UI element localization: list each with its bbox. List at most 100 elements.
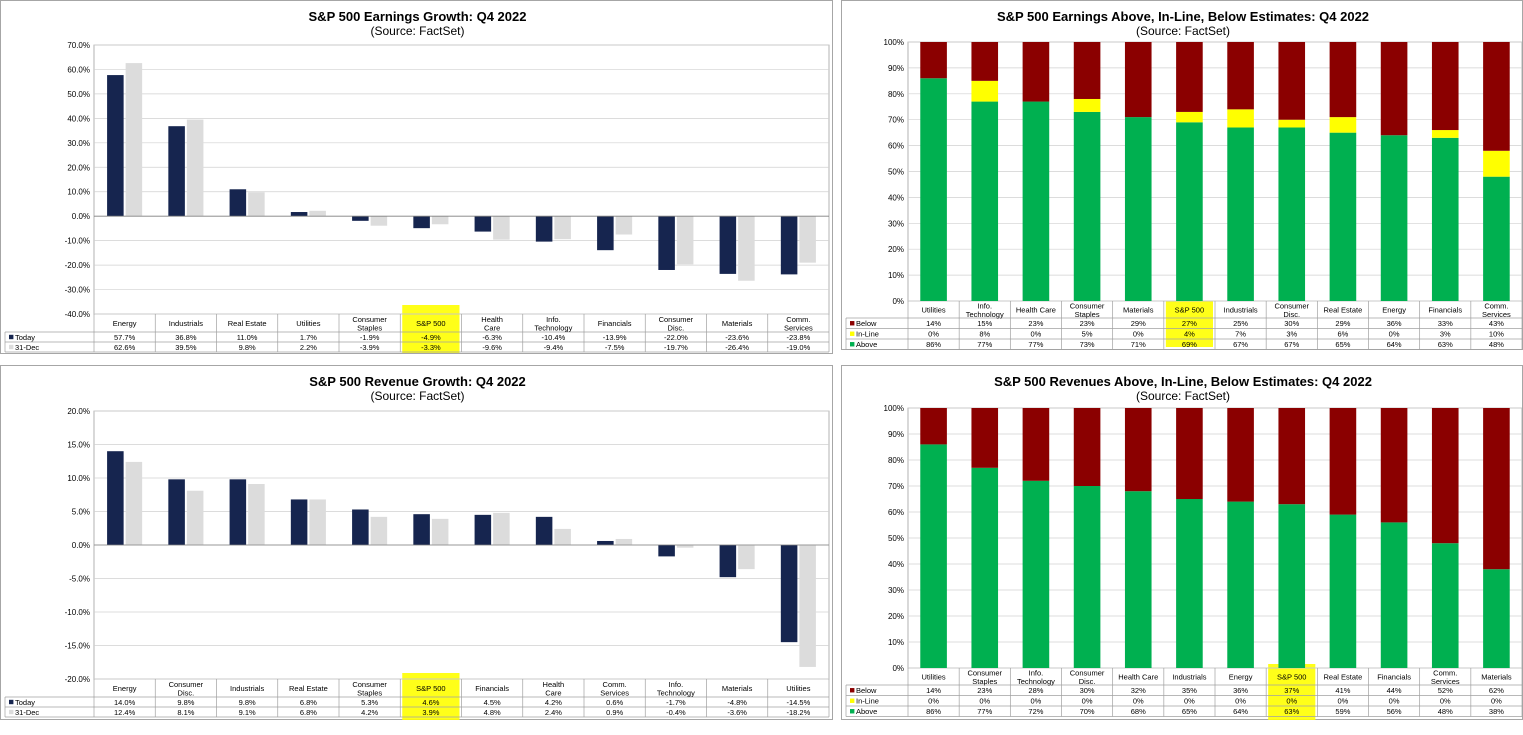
category-label: Financials bbox=[1428, 306, 1462, 315]
table-value: 3.9% bbox=[422, 708, 439, 717]
y-tick-label: 10% bbox=[888, 638, 904, 647]
legend-swatch bbox=[850, 698, 855, 703]
y-tick-label: 90% bbox=[888, 64, 904, 73]
table-value: 8% bbox=[979, 330, 990, 339]
category-label: Utilities bbox=[786, 684, 810, 693]
bar-above bbox=[1022, 480, 1050, 668]
bar-today bbox=[168, 479, 185, 545]
y-tick-label: 60.0% bbox=[67, 65, 90, 74]
category-label: Info. Technology bbox=[534, 315, 572, 333]
table-value: 70% bbox=[1080, 707, 1095, 716]
table-value: 73% bbox=[1080, 340, 1095, 349]
bar-below bbox=[1380, 408, 1408, 523]
bar-31-dec bbox=[615, 216, 633, 235]
table-value: 12.4% bbox=[114, 708, 136, 717]
table-value: -6.3% bbox=[482, 333, 502, 342]
bar-above bbox=[1431, 137, 1459, 301]
bar-today bbox=[107, 75, 124, 217]
category-label: Materials bbox=[722, 319, 753, 328]
y-tick-label: 5.0% bbox=[72, 508, 90, 517]
chart-title: S&P 500 Revenues Above, In-Line, Below E… bbox=[994, 374, 1372, 389]
bar-above bbox=[1073, 111, 1101, 302]
bar-below bbox=[1278, 408, 1306, 505]
bar-today bbox=[597, 216, 614, 251]
legend-swatch bbox=[850, 342, 855, 347]
chart-subtitle: (Source: FactSet) bbox=[1136, 24, 1230, 38]
category-label: Industrials bbox=[1223, 306, 1257, 315]
category-label: Consumer Disc. bbox=[1070, 668, 1105, 686]
y-tick-label: -5.0% bbox=[69, 575, 90, 584]
bar-31-dec bbox=[676, 216, 694, 265]
table-value: 9.8% bbox=[239, 698, 256, 707]
bar-today bbox=[535, 516, 553, 545]
table-value: 65% bbox=[1335, 340, 1350, 349]
table-value: 48% bbox=[1438, 707, 1453, 716]
table-value: 0% bbox=[1337, 697, 1348, 706]
table-value: 0% bbox=[1286, 697, 1297, 706]
table-value: -3.3% bbox=[421, 343, 441, 352]
y-tick-label: 70.0% bbox=[67, 41, 90, 50]
bar-above bbox=[1329, 514, 1357, 668]
bar-inline bbox=[1227, 109, 1254, 128]
bar-above bbox=[1073, 486, 1101, 668]
category-label: Consumer Staples bbox=[352, 680, 387, 698]
y-tick-label: 0.0% bbox=[72, 212, 90, 221]
bar-above bbox=[1329, 132, 1357, 301]
table-value: 0% bbox=[1440, 697, 1451, 706]
table-value: -18.2% bbox=[786, 708, 810, 717]
y-tick-label: 0% bbox=[892, 664, 904, 673]
table-value: 63% bbox=[1284, 707, 1299, 716]
bar-today bbox=[597, 540, 614, 545]
bar-31-dec bbox=[186, 119, 204, 217]
category-label: Consumer Disc. bbox=[169, 680, 204, 698]
bar-above bbox=[1483, 569, 1510, 668]
table-value: 67% bbox=[1233, 340, 1248, 349]
bar-31-dec bbox=[431, 518, 449, 545]
table-value: 0% bbox=[1235, 697, 1246, 706]
highlight-marker bbox=[402, 305, 460, 353]
category-label: Materials bbox=[1123, 306, 1154, 315]
y-tick-label: 50% bbox=[888, 168, 904, 177]
category-label: Info. Technology bbox=[657, 680, 695, 698]
table-value: 4.2% bbox=[361, 708, 378, 717]
bar-31-dec bbox=[186, 490, 204, 545]
y-tick-label: 30% bbox=[888, 586, 904, 595]
y-tick-label: 10% bbox=[888, 271, 904, 280]
bar-below bbox=[1329, 42, 1357, 118]
chart-subtitle: (Source: FactSet) bbox=[370, 24, 464, 38]
highlight-marker bbox=[402, 673, 460, 720]
bar-today bbox=[229, 479, 247, 545]
table-value: 0% bbox=[1133, 697, 1144, 706]
table-value: 29% bbox=[1131, 319, 1146, 328]
bar-today bbox=[352, 216, 369, 221]
table-value: 25% bbox=[1233, 319, 1248, 328]
plot-area bbox=[93, 44, 830, 315]
bar-31-dec bbox=[125, 461, 143, 545]
table-value: 15% bbox=[977, 319, 992, 328]
y-tick-label: 50.0% bbox=[67, 90, 90, 99]
bar-below bbox=[971, 408, 999, 468]
table-value: -4.9% bbox=[421, 333, 441, 342]
category-label: Industrials bbox=[230, 684, 264, 693]
category-label: S&P 500 bbox=[416, 319, 445, 328]
table-value: 71% bbox=[1131, 340, 1146, 349]
y-tick-label: 10.0% bbox=[67, 474, 90, 483]
bar-below bbox=[1483, 408, 1510, 570]
bar-today bbox=[413, 514, 430, 545]
bar-31-dec bbox=[554, 216, 571, 240]
table-value: 23% bbox=[1028, 319, 1043, 328]
bar-above bbox=[1431, 543, 1459, 668]
bar-above bbox=[920, 78, 947, 301]
table-value: 30% bbox=[1284, 319, 1299, 328]
table-value: 4.8% bbox=[484, 708, 501, 717]
bar-below bbox=[971, 42, 999, 81]
legend-label: Below bbox=[856, 686, 877, 695]
category-label: Financials bbox=[598, 319, 632, 328]
y-tick-label: 30.0% bbox=[67, 139, 90, 148]
bar-below bbox=[1278, 42, 1306, 120]
y-tick-label: 70% bbox=[888, 116, 904, 125]
bar-below bbox=[1124, 408, 1152, 492]
table-value: -19.0% bbox=[786, 343, 810, 352]
table-value: 64% bbox=[1233, 707, 1248, 716]
legend-label: In-Line bbox=[856, 330, 879, 339]
